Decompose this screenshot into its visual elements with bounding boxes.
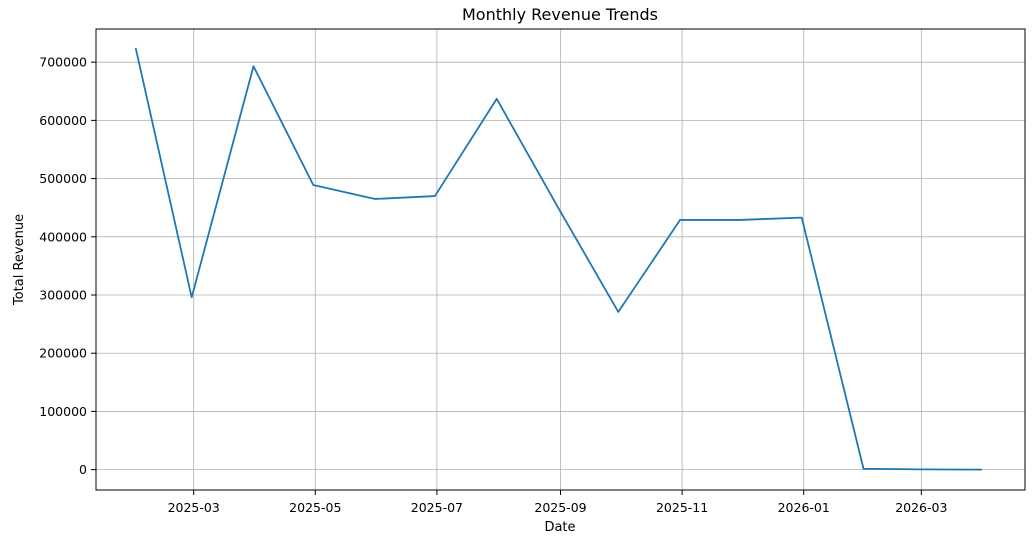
y-tick-label: 200000 [39,346,87,361]
y-tick-label: 0 [79,462,87,477]
x-tick-label: 2025-11 [656,500,708,515]
x-tick-label: 2025-05 [289,500,341,515]
series-layer [134,47,983,471]
axis-ticks: 2025-03 2025-05 2025-07 2025-09 2025-11 2026-… [39,55,947,515]
y-tick-label: 600000 [39,113,87,128]
y-tick-label: 500000 [39,171,87,186]
y-tick-label: 100000 [39,404,87,419]
x-tick-label: 2026-03 [895,500,947,515]
x-tick-label: 2026-01 [778,500,830,515]
chart-title: Monthly Revenue Trends [462,5,658,24]
x-tick-label: 2025-07 [411,500,463,515]
y-axis-label: Total Revenue [12,214,27,306]
y-tick-label: 300000 [39,288,87,303]
x-axis-label: Date [544,520,575,535]
revenue-line [134,47,983,471]
y-tick-label: 700000 [39,55,87,70]
grid-lines [96,29,1025,490]
x-tick-label: 2025-03 [168,500,220,515]
y-tick-label: 400000 [39,229,87,244]
x-tick-label: 2025-09 [534,500,586,515]
